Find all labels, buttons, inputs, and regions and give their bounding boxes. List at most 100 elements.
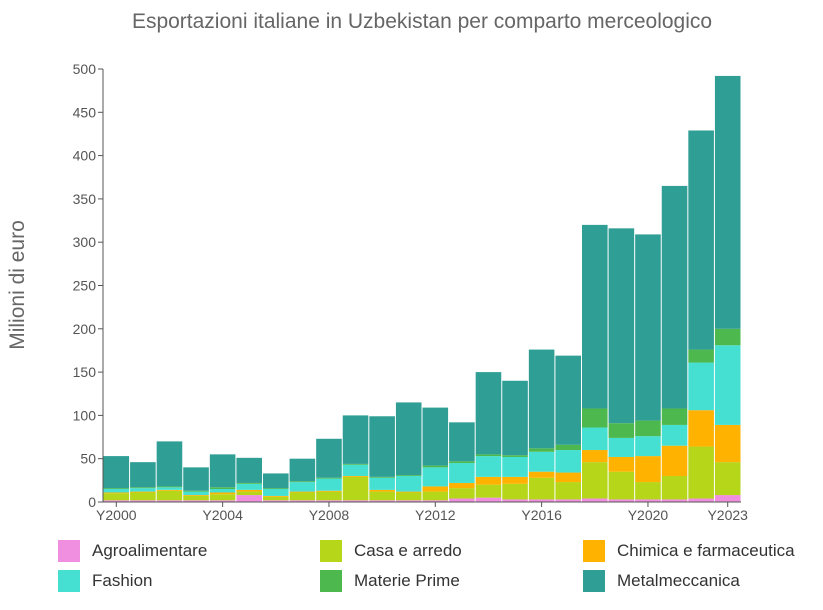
bar-segment: [608, 456, 635, 472]
y-tick-label: 0: [88, 494, 96, 510]
legend-swatch: [58, 570, 80, 592]
chart: Esportazioni italiane in Uzbekistan per …: [6, 10, 748, 523]
bar-segment: [236, 495, 262, 502]
bar-segment: [369, 491, 395, 501]
bar-segment: [263, 489, 289, 496]
bar-segment: [449, 422, 475, 462]
bar-segment: [103, 488, 130, 490]
legend: Agroalimentare Casa e arredo Chimica e far…: [0, 538, 823, 610]
legend-label: Casa e arredo: [354, 541, 462, 560]
bar-segment: [209, 492, 236, 495]
bar-segment: [130, 488, 156, 492]
bar-segment: [236, 489, 262, 492]
bar-segment: [289, 458, 316, 482]
bar-segment: [502, 499, 528, 502]
bar-segment: [661, 185, 688, 409]
legend-item: Chimica e farmaceutica: [583, 540, 795, 562]
legend-label: Metalmeccanica: [617, 571, 740, 590]
bar-segment: [555, 444, 581, 451]
y-tick-label: 200: [73, 321, 97, 337]
bar-segment: [582, 450, 608, 463]
bar-segment: [236, 457, 262, 483]
legend-item: Fashion: [58, 570, 152, 592]
bar-segment: [209, 487, 236, 490]
bar-segment: [342, 500, 369, 502]
bar-segment: [316, 438, 342, 478]
legend-swatch: [58, 540, 80, 562]
bar-segment: [449, 463, 475, 483]
bar-segment: [342, 476, 369, 501]
bar-segment: [475, 456, 502, 477]
bar-segment: [608, 437, 635, 457]
bar-segment: [289, 500, 316, 502]
bar-segment: [475, 497, 502, 502]
bar-segment: [475, 372, 502, 455]
x-tick-label: Y2012: [415, 507, 456, 523]
bar-segment: [263, 473, 289, 489]
bar-segment: [449, 482, 475, 489]
bar-segment: [103, 493, 130, 501]
bar-segment: [289, 491, 316, 493]
legend-label: Agroalimentare: [92, 541, 208, 560]
x-tick-label: Y2016: [521, 507, 562, 523]
x-tick-label: Y2020: [628, 507, 669, 523]
bar-segment: [316, 500, 342, 502]
bar-segment: [156, 489, 183, 491]
bar-segment: [582, 462, 608, 499]
bar-segment: [183, 467, 209, 491]
bar-segment: [661, 408, 688, 425]
bar-segment: [103, 489, 130, 493]
bar-segment: [635, 420, 661, 437]
y-tick-label: 250: [73, 278, 97, 294]
bar-segment: [688, 130, 714, 350]
bar-segment: [608, 423, 635, 438]
bar-segment: [635, 456, 661, 483]
legend-item: Metalmeccanica: [583, 570, 740, 592]
x-axis: Y2000 Y2004 Y2008 Y2012 Y2016 Y2020 Y2023: [96, 501, 748, 523]
bar-segment: [103, 492, 130, 494]
bar-segment: [688, 498, 714, 502]
bar-segment: [369, 489, 395, 492]
bar-segment: [555, 355, 581, 445]
bar-segment: [209, 500, 236, 502]
x-tick-label: Y2008: [309, 507, 350, 523]
chart-title: Esportazioni italiane in Uzbekistan per …: [132, 10, 712, 33]
legend-swatch: [583, 540, 605, 562]
bar-segment: [555, 450, 581, 473]
bar-segment: [475, 484, 502, 498]
y-tick-label: 50: [80, 451, 96, 467]
bar-segment: [528, 448, 555, 452]
bar-segment: [156, 486, 183, 488]
bar-segment: [688, 362, 714, 411]
bar-segment: [369, 416, 395, 477]
bar-segment: [183, 500, 209, 502]
bar-segment: [156, 490, 183, 501]
bar-segment: [582, 427, 608, 451]
bar-segment: [209, 454, 236, 488]
bar-segment: [183, 495, 209, 501]
bar-segment: [422, 467, 449, 487]
bar-segment: [555, 482, 581, 500]
bar-segment: [582, 408, 608, 428]
bar-segment: [714, 495, 741, 502]
bar-segment: [475, 454, 502, 457]
bar-segment: [103, 456, 130, 489]
bar-segment: [369, 476, 395, 478]
y-tick-label: 150: [73, 364, 97, 380]
bar-segment: [608, 471, 635, 500]
legend-swatch: [320, 540, 342, 562]
bar-segment: [130, 492, 156, 501]
bar-segment: [395, 402, 422, 476]
y-tick-label: 400: [73, 148, 97, 164]
bar-segment: [449, 461, 475, 464]
bar-segment: [316, 490, 342, 492]
bar-segment: [688, 349, 714, 363]
bar-segment: [130, 491, 156, 493]
bar-segment: [103, 500, 130, 502]
bar-segment: [555, 472, 581, 483]
bar-segment: [289, 481, 316, 483]
bar-segment: [130, 462, 156, 488]
bar-segment: [688, 446, 714, 499]
bar-segment: [369, 500, 395, 502]
bar-segment: [635, 482, 661, 500]
